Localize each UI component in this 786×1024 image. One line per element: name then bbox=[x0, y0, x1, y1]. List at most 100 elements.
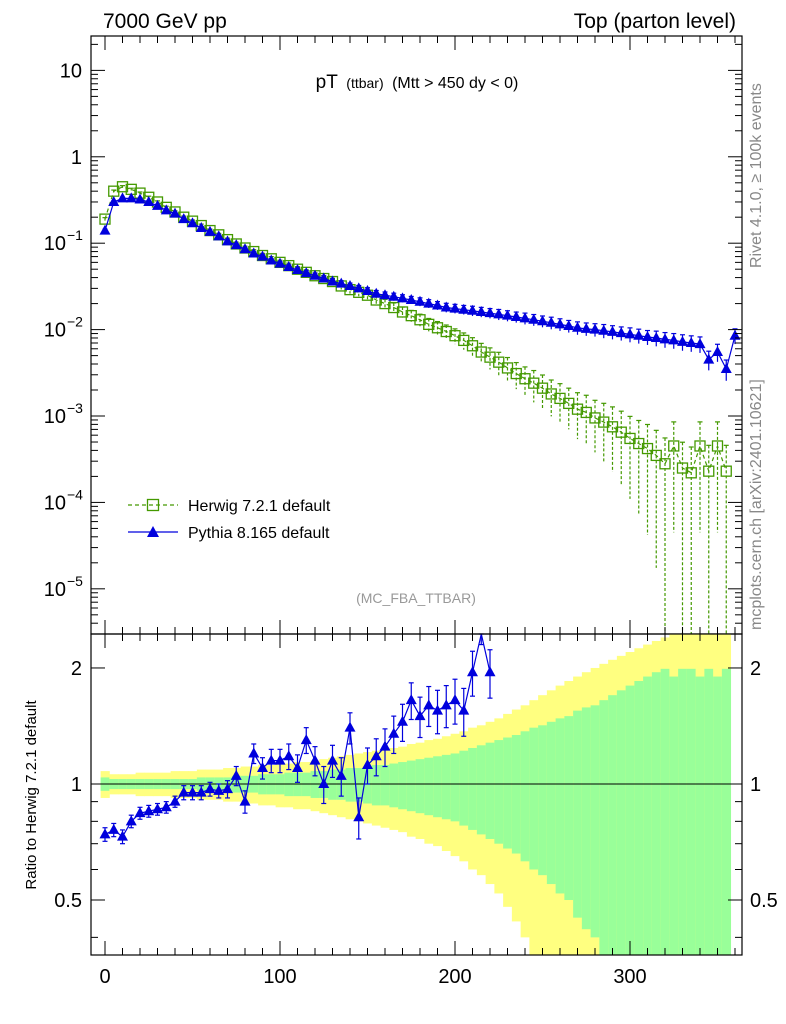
ratio-marker bbox=[432, 704, 443, 715]
ratio-inner-band bbox=[468, 747, 478, 830]
ratio-marker bbox=[152, 803, 163, 814]
series-1-marker bbox=[703, 353, 715, 364]
ratio-marker bbox=[344, 721, 356, 732]
series-0-marker bbox=[711, 440, 724, 452]
series-1-marker bbox=[414, 295, 426, 306]
rivet-label: Rivet 4.1.0, ≥ 100k events bbox=[748, 83, 765, 268]
mcplots-label: mcplots.cern.ch [arXiv:2401.10621] bbox=[748, 379, 765, 630]
series-0-marker bbox=[668, 440, 680, 452]
series-1-marker bbox=[300, 267, 312, 278]
series-0-marker bbox=[423, 318, 435, 331]
series-1-marker bbox=[397, 292, 408, 303]
series-1-marker bbox=[108, 195, 120, 206]
ratio-y-tick-label-left: 1 bbox=[71, 774, 82, 796]
y-tick-label: 1 bbox=[71, 147, 82, 169]
series-1-marker bbox=[327, 275, 338, 286]
collision-label: 7000 GeV pp bbox=[103, 10, 227, 33]
ratio-inner-band bbox=[310, 771, 320, 798]
ratio-marker bbox=[195, 786, 207, 797]
ratio-marker bbox=[257, 762, 268, 773]
y-tick-exponent: −2 bbox=[67, 314, 83, 330]
main-series-layer bbox=[99, 181, 741, 634]
ratio-marker bbox=[414, 710, 426, 721]
ratio-inner-band bbox=[599, 700, 609, 955]
ratio-marker bbox=[248, 747, 260, 758]
ratio-inner-band bbox=[354, 768, 364, 802]
x-tick-label: 200 bbox=[438, 966, 471, 988]
series-1-marker bbox=[537, 315, 548, 326]
y-tick-label: 10 bbox=[44, 492, 66, 514]
ratio-marker bbox=[370, 750, 382, 761]
series-0-marker bbox=[431, 322, 444, 334]
series-1-marker bbox=[685, 336, 697, 347]
ratio-inner-band bbox=[581, 707, 592, 930]
series-1-marker bbox=[580, 322, 592, 333]
ratio-y-tick-label-right: 2 bbox=[750, 658, 761, 680]
ratio-marker bbox=[292, 762, 303, 773]
ratio-inner-band bbox=[406, 760, 417, 812]
series-1-marker bbox=[213, 230, 225, 241]
ratio-y-tick-label-right: 1 bbox=[750, 774, 761, 796]
ratio-inner-band bbox=[389, 763, 399, 808]
x-tick-label: 300 bbox=[613, 966, 646, 988]
ratio-inner-band bbox=[345, 768, 355, 802]
ratio-inner-band bbox=[704, 668, 714, 955]
series-1-marker bbox=[694, 338, 706, 349]
series-0-marker bbox=[571, 403, 584, 415]
ratio-inner-band bbox=[328, 769, 338, 800]
ratio-inner-band bbox=[678, 668, 688, 955]
ratio-inner-band bbox=[546, 721, 557, 885]
series-1-marker bbox=[493, 308, 505, 319]
series-1-marker bbox=[545, 316, 557, 327]
ratio-y-tick-label-right: 0.5 bbox=[750, 890, 778, 912]
ratio-marker bbox=[178, 786, 190, 797]
ratio-marker bbox=[405, 694, 417, 705]
series-1-marker bbox=[598, 324, 610, 335]
ratio-marker bbox=[327, 754, 338, 765]
title-small: (ttbar) bbox=[346, 75, 383, 91]
series-1-marker bbox=[335, 277, 347, 288]
series-1-marker bbox=[563, 320, 575, 331]
series-0-marker bbox=[466, 340, 479, 352]
ratio-inner-band bbox=[363, 766, 373, 804]
ratio-inner-band bbox=[520, 731, 530, 862]
series-1-marker bbox=[204, 225, 216, 236]
ratio-inner-band bbox=[713, 676, 723, 955]
series-1-marker bbox=[239, 243, 251, 254]
series-1-marker bbox=[362, 284, 373, 295]
ratio-panel: 0.5 0.5 1 1 2 2 0 100 200 300 Ratio to Herwig 7.… bbox=[23, 633, 778, 988]
plot-title: pT (ttbar) (Mtt > 450 dy < 0) bbox=[316, 72, 519, 93]
ratio-inner-band bbox=[651, 672, 662, 955]
series-1-marker bbox=[510, 310, 522, 321]
ratio-marker bbox=[379, 740, 391, 751]
series-1-marker bbox=[222, 235, 233, 246]
series-1-marker bbox=[117, 192, 128, 203]
ratio-inner-band bbox=[625, 685, 635, 955]
series-0-marker bbox=[659, 458, 671, 470]
x-tick-label: 0 bbox=[99, 966, 110, 988]
legend: Herwig 7.2.1 default Pythia 8.165 defaul… bbox=[128, 498, 331, 542]
series-1-marker bbox=[370, 287, 382, 298]
series-0-marker bbox=[641, 442, 654, 455]
legend-pythia-label: Pythia 8.165 default bbox=[188, 525, 330, 542]
ratio-axis-ticks bbox=[91, 634, 742, 955]
series-1-marker bbox=[642, 331, 653, 342]
ratio-inner-band bbox=[555, 718, 565, 894]
main-axis-ticks bbox=[91, 36, 742, 635]
series-1-marker bbox=[134, 193, 146, 204]
ratio-marker bbox=[204, 783, 216, 794]
series-1-marker bbox=[484, 307, 496, 318]
ratio-marker bbox=[222, 783, 233, 794]
series-1-marker bbox=[178, 213, 190, 224]
ratio-plot-frame bbox=[90, 633, 743, 956]
analysis-watermark: (MC_FBA_TTBAR) bbox=[356, 590, 476, 606]
series-0-marker bbox=[720, 465, 732, 477]
series-0-marker bbox=[615, 426, 627, 438]
ratio-marker bbox=[362, 759, 373, 770]
series-1-marker bbox=[633, 329, 645, 340]
series-1-marker bbox=[615, 327, 627, 338]
ratio-inner-band bbox=[686, 668, 697, 955]
series-1-marker bbox=[125, 192, 137, 203]
x-tick-label: 100 bbox=[263, 966, 296, 988]
